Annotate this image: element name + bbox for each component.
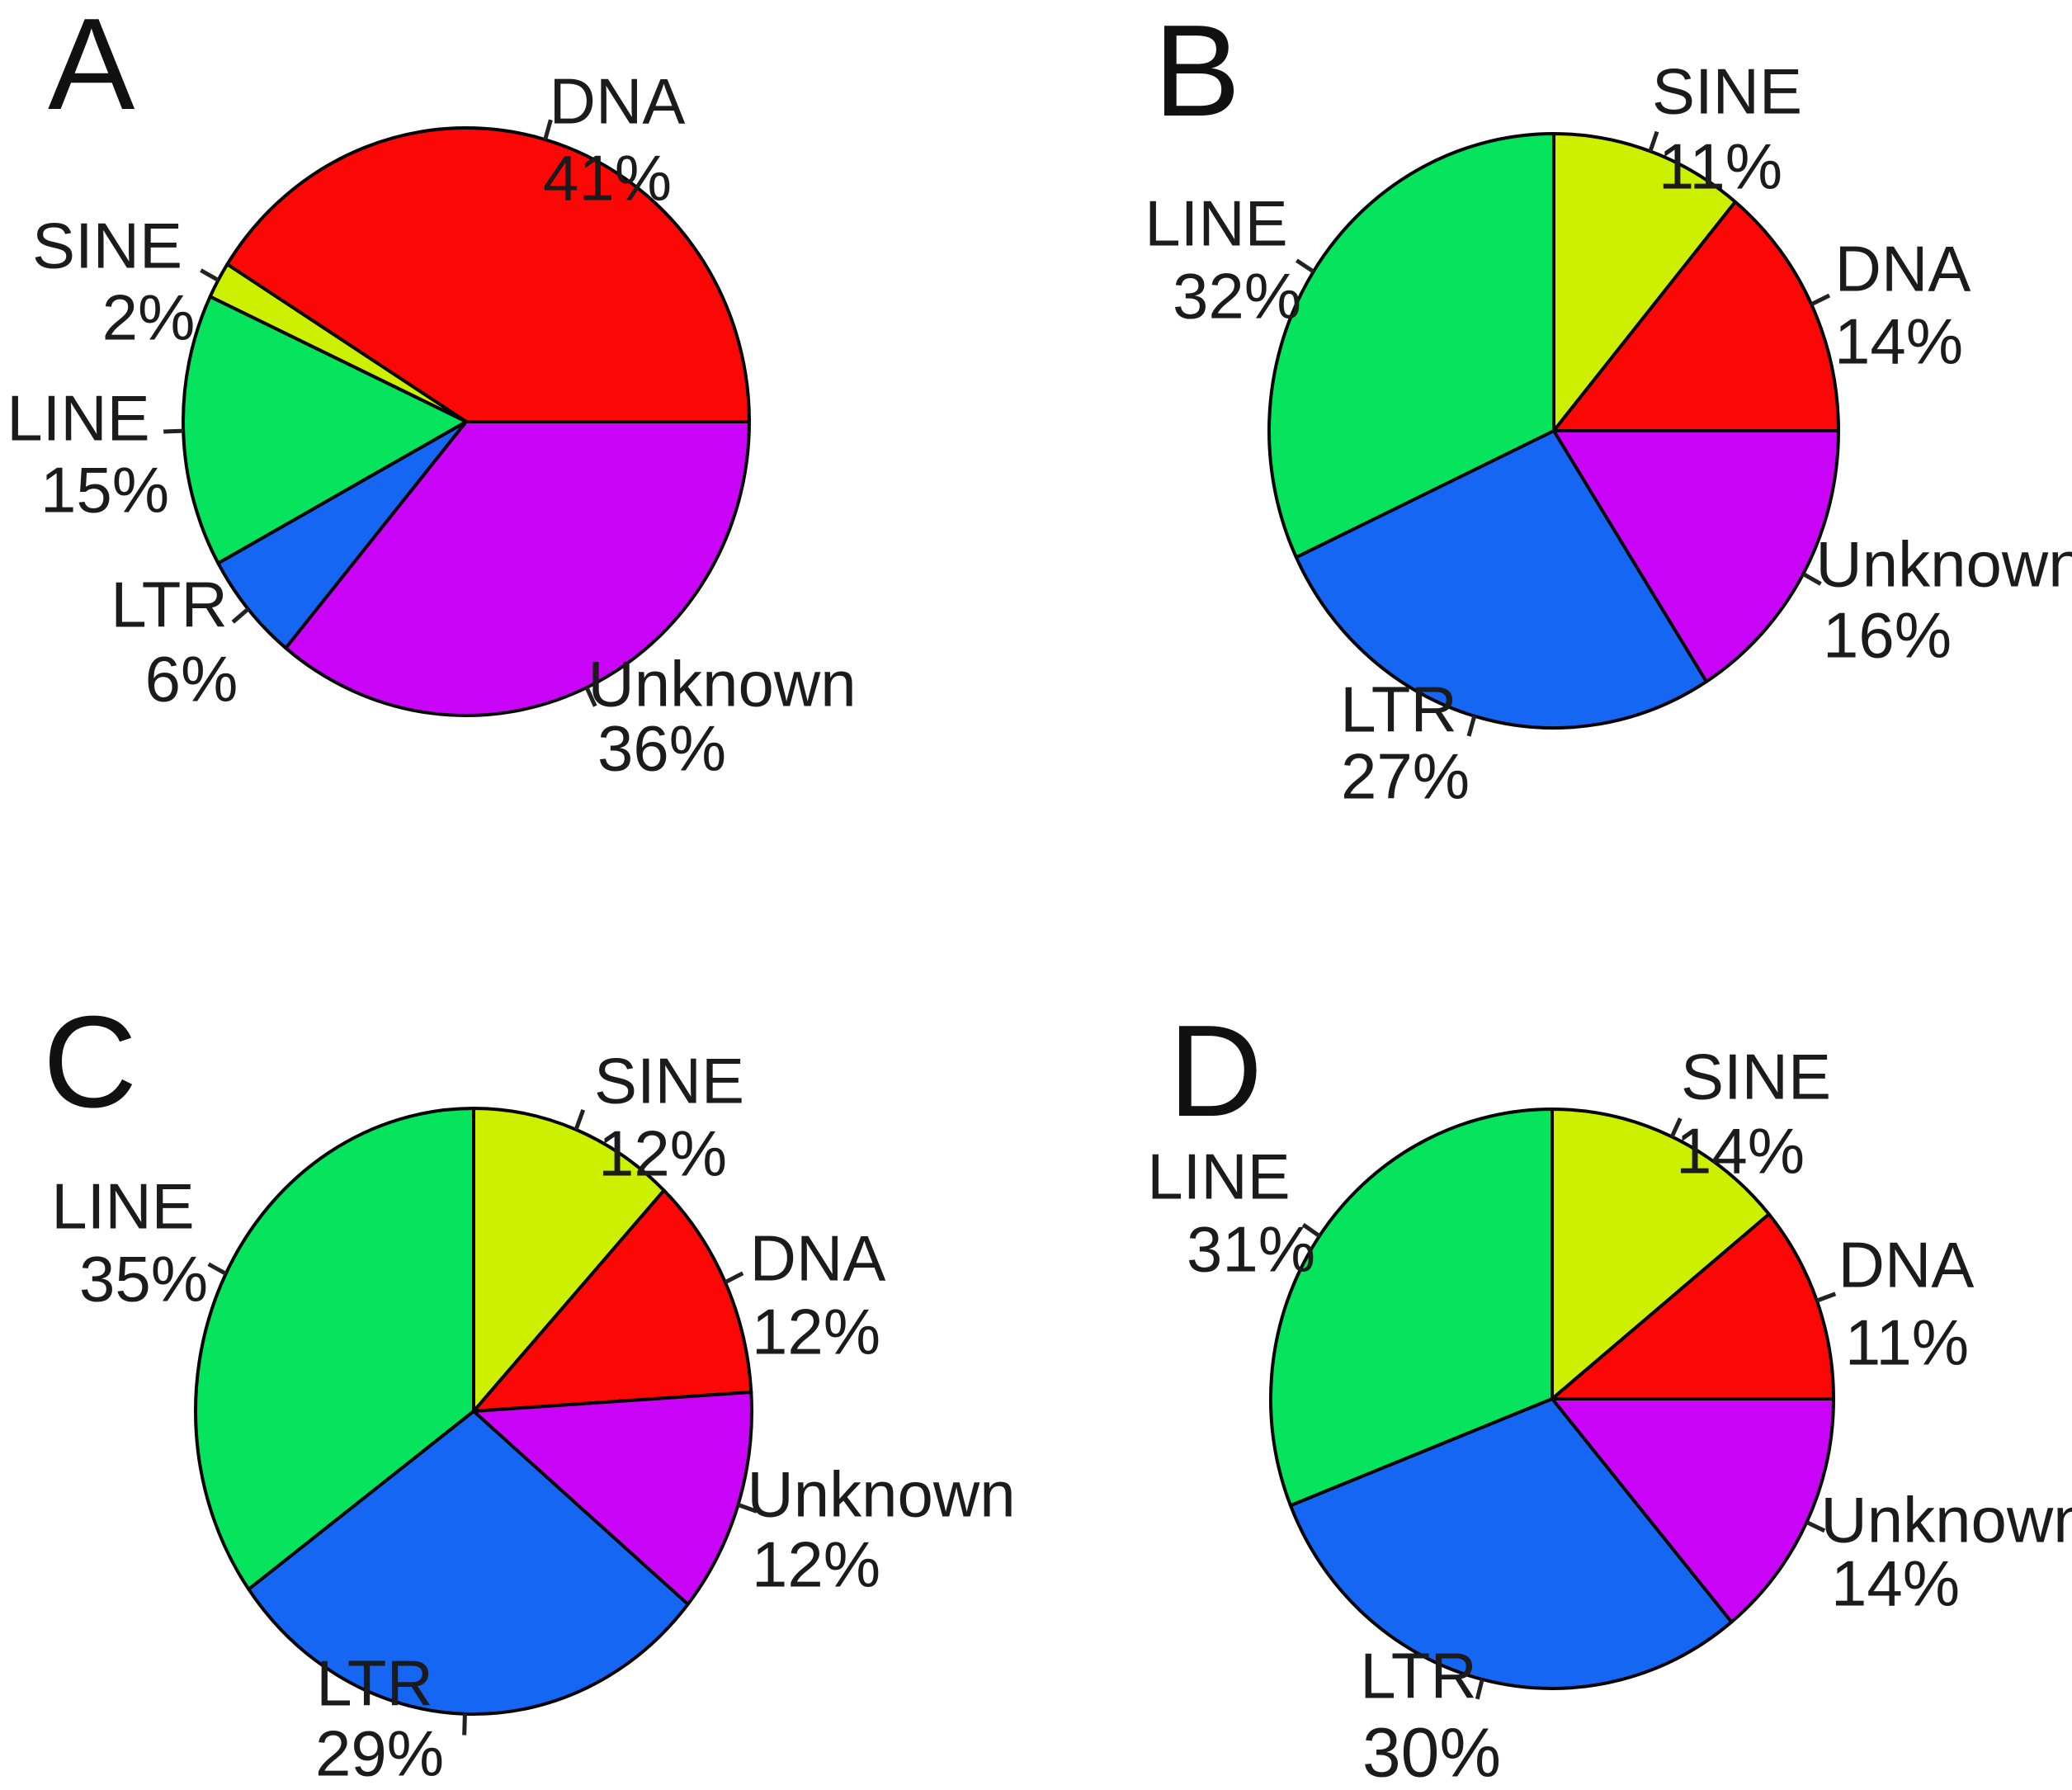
slice-c-dna-name-label: DNA xyxy=(750,1221,886,1294)
slice-a-sine-pct-label: 2% xyxy=(102,281,196,353)
slice-a-ltr-name-label: LTR xyxy=(111,568,228,640)
slice-d-ltr-tick xyxy=(1475,1679,1484,1700)
slice-b-line-tick xyxy=(1295,258,1315,274)
slice-a-unknown-tick xyxy=(584,687,597,707)
slice-a-unknown xyxy=(284,420,751,717)
slice-b-line-name-label: LINE xyxy=(1145,187,1287,259)
slice-d-unknown-pct-label: 14% xyxy=(1831,1547,1960,1619)
slice-d-unknown-tick xyxy=(1805,1520,1826,1533)
slice-d-line-name-label: LINE xyxy=(1147,1140,1290,1212)
slice-b-sine-tick xyxy=(1648,130,1659,153)
slice-d-dna-name-label: DNA xyxy=(1838,1228,1975,1301)
slice-c-ltr-name-label: LTR xyxy=(316,1646,433,1719)
slice-a-line-pct-label: 15% xyxy=(40,453,169,526)
slice-b-sine-pct-label: 11% xyxy=(1659,130,1782,202)
slice-c-unknown-tick xyxy=(737,1503,758,1514)
slice-d-unknown xyxy=(1550,1397,1835,1624)
slice-c-sine xyxy=(472,1107,666,1413)
slice-a-sine-name-label: SINE xyxy=(32,209,182,281)
slice-c-dna-pct-label: 12% xyxy=(752,1295,880,1367)
slice-c-line-name-label: LINE xyxy=(51,1169,194,1242)
slice-c-dna-tick xyxy=(724,1271,744,1284)
slice-b-sine-name-label: SINE xyxy=(1652,54,1802,127)
slice-a-ltr-pct-label: 6% xyxy=(145,642,238,715)
slice-b-line-pct-label: 32% xyxy=(1173,259,1301,332)
slice-d-line-pct-label: 31% xyxy=(1187,1212,1315,1285)
slice-a-dna-name-label: DNA xyxy=(550,64,686,137)
slice-a-dna-pct-label: 41% xyxy=(543,141,672,214)
slice-b-ltr-tick xyxy=(1466,716,1477,737)
slice-d-dna-tick xyxy=(1815,1292,1837,1303)
slice-d-ltr-pct-label: 30% xyxy=(1362,1713,1501,1790)
panel-letter-a: A xyxy=(48,0,135,137)
slice-d-line xyxy=(1269,1108,1554,1508)
panel-letter-b: B xyxy=(1154,0,1240,144)
slice-d-sine-pct-label: 14% xyxy=(1676,1114,1805,1187)
slice-b-unknown-pct-label: 16% xyxy=(1823,598,1952,671)
slice-c-unknown xyxy=(472,1390,753,1606)
slice-c-ltr-pct-label: 29% xyxy=(315,1717,444,1789)
panel-letter-d: D xyxy=(1168,999,1263,1144)
slice-b-sine xyxy=(1552,132,1737,432)
slice-c-sine-name-label: SINE xyxy=(594,1044,744,1117)
slice-c-ltr xyxy=(247,1410,690,1716)
slice-c-line-tick xyxy=(207,1262,227,1276)
slice-a-line-tick xyxy=(163,428,184,434)
slice-d-unknown-name-label: Unknown xyxy=(1820,1483,2072,1556)
slice-a-line-name-label: LINE xyxy=(7,381,149,454)
slice-b-dna-pct-label: 14% xyxy=(1834,305,1963,377)
slice-c-line-pct-label: 35% xyxy=(79,1242,208,1315)
slice-c-dna xyxy=(472,1188,753,1413)
slice-a-unknown-pct-label: 36% xyxy=(597,711,726,784)
slice-a-dna xyxy=(225,126,751,423)
slice-a-line xyxy=(182,295,468,565)
slice-a-dna-tick xyxy=(543,119,553,140)
slice-c-unknown-name-label: Unknown xyxy=(747,1457,1015,1530)
slice-b-unknown xyxy=(1552,429,1840,683)
slice-b-unknown-name-label: Unknown xyxy=(1815,527,2072,600)
slice-d-ltr xyxy=(1288,1397,1734,1690)
slice-d-line-tick xyxy=(1301,1222,1321,1238)
slice-b-ltr-name-label: LTR xyxy=(1340,673,1457,745)
slice-a-unknown-name-label: Unknown xyxy=(588,647,856,720)
slice-b-dna-tick xyxy=(1810,293,1831,306)
panel-letter-c: C xyxy=(43,989,137,1135)
slice-a-ltr xyxy=(216,420,468,650)
slice-b-dna xyxy=(1552,200,1840,432)
slice-d-sine-tick xyxy=(1669,1117,1683,1138)
slice-d-ltr-name-label: LTR xyxy=(1360,1639,1477,1712)
slice-c-unknown-pct-label: 12% xyxy=(752,1528,880,1600)
slice-d-dna-pct-label: 11% xyxy=(1845,1306,1969,1378)
slice-c-sine-tick xyxy=(573,1109,586,1131)
slice-c-line xyxy=(194,1107,475,1591)
slice-b-unknown-tick xyxy=(1802,572,1822,586)
slice-a-sine-tick xyxy=(200,268,219,282)
slice-b-ltr xyxy=(1294,429,1708,730)
slice-d-sine-name-label: SINE xyxy=(1681,1040,1831,1112)
slice-c-sine-pct-label: 12% xyxy=(598,1117,727,1189)
slice-a-ltr-tick xyxy=(231,607,250,624)
slice-b-ltr-pct-label: 27% xyxy=(1341,739,1470,812)
slice-b-dna-name-label: DNA xyxy=(1835,232,1971,305)
